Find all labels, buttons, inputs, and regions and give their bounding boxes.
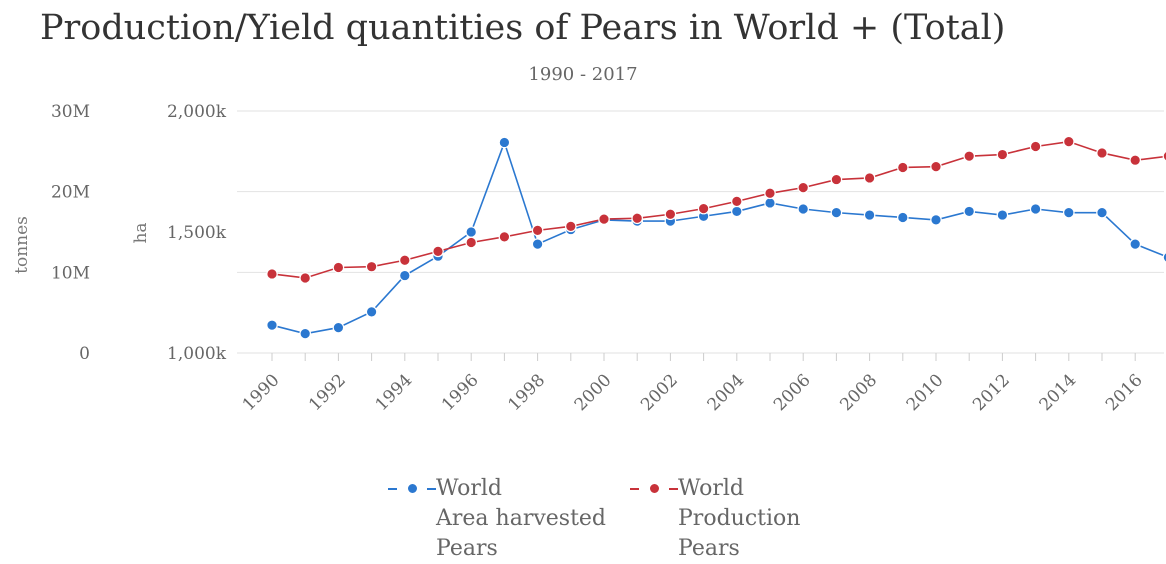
data-point-area-harvested (465, 226, 477, 238)
data-point-production (797, 181, 809, 194)
data-point-production (531, 224, 544, 237)
data-point-area-harvested (764, 197, 776, 209)
x-tick-label: 2014 (1036, 370, 1081, 415)
data-point-production (1129, 154, 1141, 167)
y-axis-title-tonnes: tonnes (12, 216, 32, 274)
x-tick-label: 2002 (637, 370, 682, 415)
y-tick-ha: 1,500k (167, 223, 227, 243)
legend-label-area-harvested: World Area harvested Pears (436, 476, 607, 561)
data-point-production (332, 261, 345, 274)
data-point-production (664, 208, 677, 221)
legend-marker-production (630, 474, 678, 504)
data-point-production (863, 172, 876, 184)
x-tick-label: 1992 (305, 370, 350, 415)
data-point-area-harvested (531, 238, 544, 250)
data-point-area-harvested (1063, 206, 1075, 219)
data-point-production (1063, 135, 1075, 148)
x-tick-label: 2006 (770, 370, 815, 415)
chart-subtitle: 1990 - 2017 (528, 64, 638, 85)
data-point-area-harvested (299, 327, 311, 340)
data-point-area-harvested (398, 269, 411, 282)
x-tick-label: 2016 (1102, 370, 1147, 415)
chart-title: Production/Yield quantities of Pears in … (40, 8, 1006, 48)
data-point-area-harvested (896, 211, 909, 224)
y-axis-title-ha: ha (131, 222, 151, 243)
x-tick-label: 2010 (903, 370, 948, 415)
data-point-production (730, 195, 743, 208)
data-point-area-harvested (1029, 203, 1042, 215)
data-point-production (996, 148, 1009, 161)
data-point-area-harvested (963, 205, 975, 218)
data-point-production (266, 268, 278, 280)
y-tick-tonnes: 30M (51, 102, 90, 122)
data-point-area-harvested (930, 214, 942, 226)
data-point-production (398, 254, 411, 267)
series-line-area-harvested (271, 140, 1166, 335)
data-point-area-harvested (730, 205, 743, 218)
data-point-area-harvested (996, 209, 1009, 221)
data-point-production (1029, 140, 1042, 153)
data-point-area-harvested (266, 319, 278, 331)
data-point-area-harvested (1162, 252, 1166, 263)
y-tick-ha: 2,000k (167, 102, 227, 122)
x-tick-label: 1998 (504, 370, 549, 415)
data-point-production (1096, 147, 1108, 159)
data-point-area-harvested (365, 306, 378, 318)
x-tick-label: 2008 (836, 370, 881, 415)
x-tick-label: 2000 (571, 370, 616, 415)
data-point-production (697, 202, 710, 215)
data-point-production (896, 161, 909, 174)
data-point-area-harvested (332, 321, 345, 334)
data-point-production (432, 245, 444, 258)
data-point-area-harvested (498, 136, 511, 149)
data-point-production (465, 236, 477, 249)
y-tick-ha: 1,000k (167, 344, 227, 364)
legend-label-production: World Production Pears (678, 476, 801, 561)
data-point-area-harvested (1096, 206, 1108, 219)
data-point-production (1162, 150, 1166, 162)
data-point-production (598, 213, 610, 225)
x-tick-label: 1996 (438, 370, 483, 415)
y-tick-tonnes: 0 (79, 344, 90, 364)
data-point-area-harvested (863, 209, 876, 221)
x-tick-label: 1990 (239, 370, 284, 415)
y-tick-tonnes: 10M (51, 263, 90, 283)
data-point-production (963, 150, 975, 162)
data-point-production (564, 220, 577, 233)
data-point-area-harvested (797, 203, 809, 215)
x-tick-label: 2004 (704, 370, 749, 415)
x-tick-label: 2012 (969, 370, 1014, 415)
legend-item-production[interactable]: World Production Pears (630, 474, 800, 564)
data-point-production (830, 173, 843, 186)
data-point-production (498, 231, 511, 243)
legend-item-area-harvested[interactable]: World Area harvested Pears (388, 474, 606, 564)
data-point-production (930, 160, 942, 173)
data-point-production (365, 260, 378, 273)
data-point-production (299, 272, 311, 284)
series-line-production (271, 140, 1166, 279)
data-point-area-harvested (830, 206, 843, 219)
legend-marker-area-harvested (388, 474, 436, 504)
line-chart: 30M 20M 10M 0 2,000k 1,500k 1,000k tonnes ha 1990… (12, 102, 1166, 415)
data-point-production (764, 187, 776, 200)
data-point-production (631, 212, 643, 225)
y-tick-tonnes: 20M (51, 183, 90, 203)
data-point-area-harvested (1129, 238, 1141, 250)
x-tick-label: 1994 (372, 370, 417, 415)
